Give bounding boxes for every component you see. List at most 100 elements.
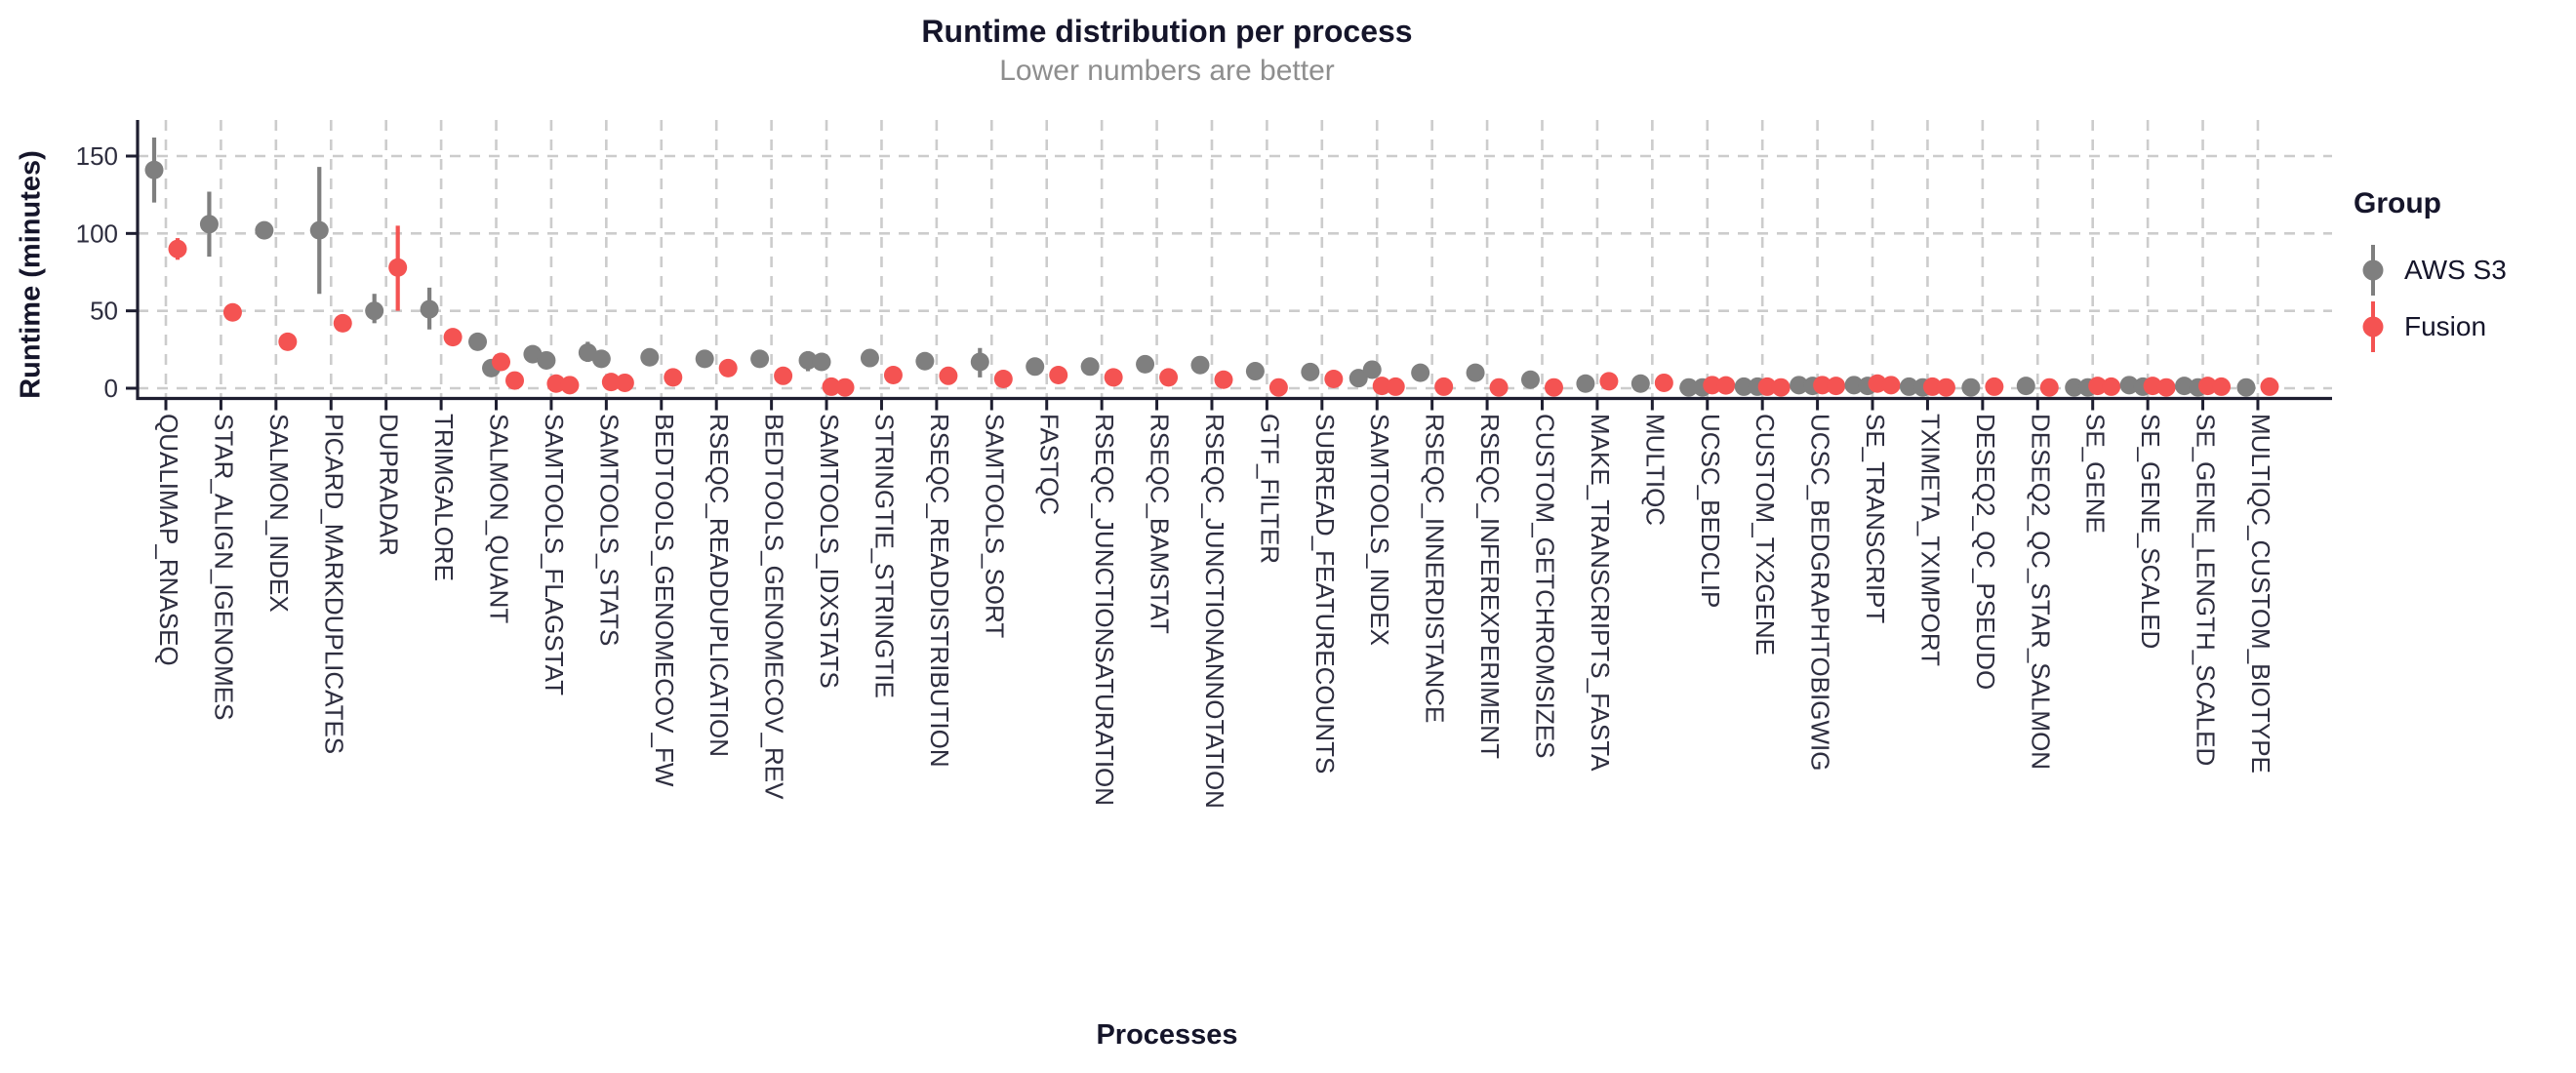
data-point-fusion: [492, 352, 511, 372]
data-point-fusion: [1049, 366, 1068, 385]
data-point-aws: [2065, 378, 2084, 397]
data-point-aws: [1348, 369, 1368, 388]
data-point-fusion: [278, 332, 298, 351]
data-point-aws: [2175, 377, 2194, 396]
data-point-fusion: [1489, 378, 1509, 397]
data-point-aws: [1245, 362, 1265, 381]
data-point-fusion: [1813, 376, 1832, 395]
data-point-fusion: [333, 313, 352, 333]
data-point-fusion: [2039, 378, 2059, 397]
x-tick-label: CUSTOM_GETCHROMSIZES: [1531, 414, 1560, 758]
data-point-fusion: [1654, 373, 1673, 392]
data-point-aws: [468, 332, 488, 351]
data-point-aws: [1790, 376, 1809, 395]
data-point-fusion: [718, 358, 738, 378]
data-point-aws: [1734, 377, 1753, 396]
legend-item-aws: AWS S3: [2354, 242, 2507, 298]
data-point-aws: [1026, 357, 1045, 377]
x-tick-label: DUPRADAR: [375, 414, 404, 556]
x-tick-label: BEDTOOLS_GENOMECOV_FW: [650, 414, 679, 787]
x-tick-label: CUSTOM_TX2GENE: [1751, 414, 1780, 656]
data-point-fusion: [1434, 377, 1454, 396]
x-tick-label: RSEQC_BAMSTAT: [1146, 414, 1175, 634]
data-point-fusion: [2198, 377, 2218, 396]
x-tick-label: SUBREAD_FEATURECOUNTS: [1310, 414, 1340, 774]
data-point-fusion: [1936, 378, 1955, 397]
x-tick-label: SAMTOOLS_FLAGSTAT: [540, 414, 569, 695]
x-tick-label: UCSC_BEDGRAPHTOBIGWIG: [1806, 414, 1835, 771]
x-tick-label: PICARD_MARKDUPLICATES: [319, 414, 348, 754]
data-point-aws: [750, 349, 770, 369]
data-point-aws: [798, 350, 818, 370]
data-point-aws: [915, 351, 935, 371]
x-tick-label: TXIMETA_TXIMPORT: [1915, 414, 1945, 666]
data-point-fusion: [1386, 377, 1405, 396]
data-point-fusion: [2212, 377, 2232, 396]
data-point-fusion: [168, 239, 187, 258]
data-point-aws: [255, 220, 274, 240]
data-point-fusion: [1757, 377, 1777, 396]
data-point-aws: [1301, 362, 1320, 381]
data-point-fusion: [505, 371, 525, 390]
data-point-fusion: [1868, 374, 1887, 393]
x-tick-label: SAMTOOLS_INDEX: [1365, 414, 1394, 646]
legend-label: AWS S3: [2404, 255, 2507, 285]
data-point-aws: [860, 348, 879, 368]
data-point-aws: [1362, 360, 1382, 379]
x-tick-label: DESEQ2_QC_PSEUDO: [1971, 414, 2000, 690]
chart-subtitle: Lower numbers are better: [999, 55, 1335, 87]
data-point-fusion: [835, 378, 855, 397]
data-point-aws: [537, 350, 556, 370]
x-tick-label: STRINGTIE_STRINGTIE: [869, 414, 899, 698]
data-point-fusion: [1545, 378, 1563, 397]
legend-item-fusion: Fusion: [2354, 298, 2507, 355]
data-point-fusion: [546, 374, 566, 393]
data-point-fusion: [601, 373, 621, 392]
x-tick-label: GTF_FILTER: [1255, 414, 1284, 564]
data-point-fusion: [1324, 369, 1344, 388]
x-tick-label: MULTIQC: [1640, 414, 1670, 526]
data-point-fusion: [2260, 377, 2279, 396]
data-point-fusion: [615, 373, 634, 392]
data-point-fusion: [1372, 377, 1391, 396]
x-tick-label: RSEQC_READDUPLICATION: [704, 414, 734, 757]
data-point-aws: [812, 352, 831, 372]
data-point-aws: [309, 220, 329, 240]
data-point-aws: [199, 215, 219, 234]
data-point-aws: [2016, 377, 2035, 396]
data-point-aws: [591, 349, 611, 369]
data-point-fusion: [822, 377, 841, 396]
chart-title: Runtime distribution per process: [921, 14, 1413, 49]
data-point-fusion: [1268, 378, 1288, 397]
data-point-aws: [1576, 374, 1595, 393]
data-point-aws: [695, 349, 714, 369]
x-tick-label: RSEQC_INNERDISTANCE: [1421, 414, 1450, 723]
data-point-aws: [1961, 378, 1981, 397]
data-point-fusion: [222, 302, 242, 322]
data-point-fusion: [1922, 377, 1942, 396]
x-tick-label: FASTQC: [1035, 414, 1065, 515]
data-point-aws: [1844, 376, 1864, 395]
data-point-aws: [1679, 378, 1699, 397]
data-point-aws: [1630, 374, 1650, 393]
data-point-aws: [2236, 378, 2256, 397]
data-point-aws: [1190, 355, 1210, 375]
data-point-aws: [365, 301, 384, 321]
x-tick-label: SAMTOOLS_SORT: [980, 414, 1009, 638]
x-tick-label: BEDTOOLS_GENOMECOV_REV: [760, 414, 789, 800]
x-tick-label: MULTIQC_CUSTOM_BIOTYPE: [2246, 414, 2275, 774]
x-tick-label: RSEQC_JUNCTIONANNOTATION: [1200, 414, 1229, 809]
data-point-aws: [144, 160, 164, 179]
x-axis-title: Processes: [1096, 1019, 1238, 1051]
x-tick-label: SE_GENE_SCALED: [2136, 414, 2165, 649]
data-point-fusion: [939, 366, 958, 385]
data-point-fusion: [388, 258, 408, 277]
x-tick-label: SE_GENE_LENGTH_SCALED: [2192, 414, 2221, 766]
data-point-aws: [970, 352, 989, 372]
data-point-aws: [1899, 377, 1918, 396]
data-point-fusion: [2143, 377, 2162, 396]
data-point-fusion: [1703, 376, 1722, 395]
x-tick-label: RSEQC_READDISTRIBUTION: [925, 414, 954, 768]
